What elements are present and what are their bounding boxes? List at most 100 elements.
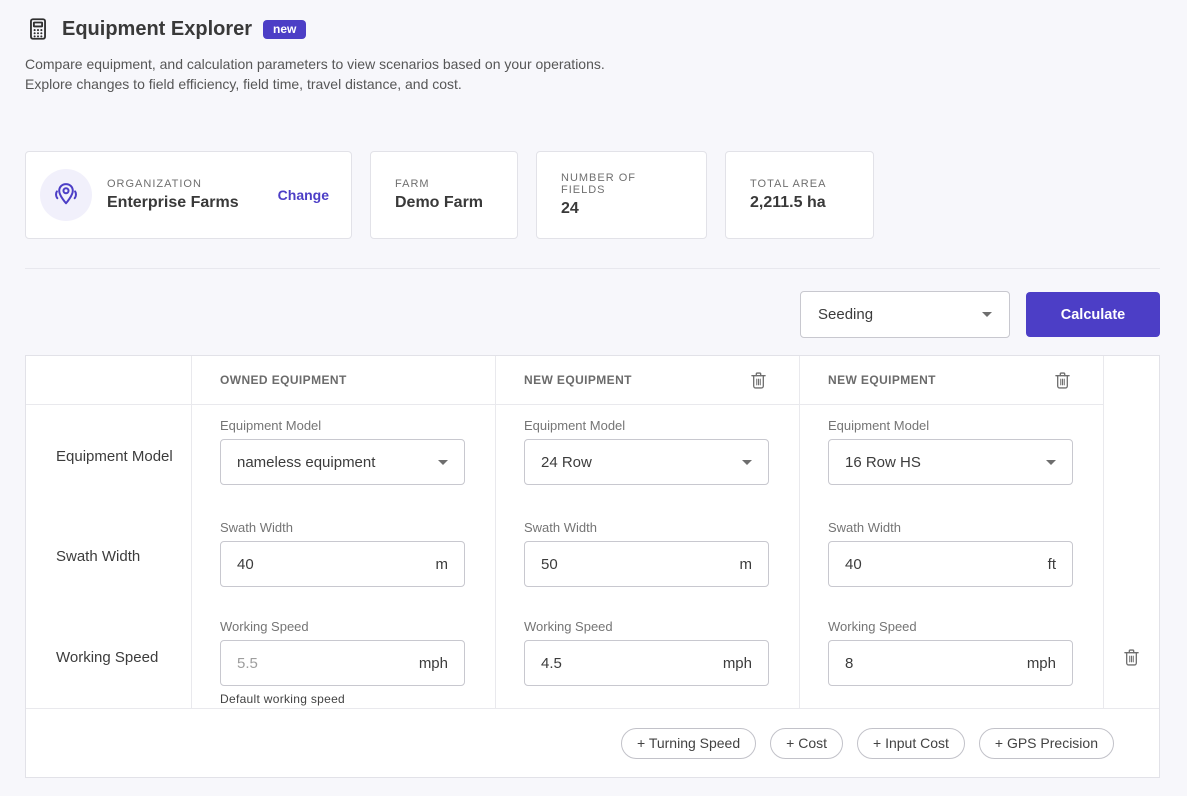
number-of-fields-card: NUMBER OF FIELDS 24 <box>536 151 707 239</box>
swath-width-input-owned[interactable] <box>237 555 428 573</box>
delete-column-button[interactable] <box>746 368 771 393</box>
working-speed-cell-new-1: Working Speed mph <box>496 606 800 708</box>
farm-info: FARM Demo Farm <box>395 178 483 212</box>
organization-label: ORGANIZATION <box>107 178 202 190</box>
fields-value: 24 <box>561 200 579 217</box>
row-label-working-speed: Working Speed <box>26 606 192 708</box>
farm-card: FARM Demo Farm <box>370 151 518 239</box>
organization-avatar <box>40 169 92 221</box>
controls-row: Seeding Calculate <box>25 291 1160 338</box>
unit-label: ft <box>1047 555 1056 573</box>
page-title: Equipment Explorer <box>62 17 253 40</box>
equipment-model-value: 24 Row <box>541 453 592 471</box>
equipment-model-value: nameless equipment <box>237 453 376 471</box>
working-speed-inputbox-new-2: mph <box>828 640 1073 686</box>
column-header-label: NEW EQUIPMENT <box>828 373 936 387</box>
trash-icon <box>1121 647 1142 668</box>
delete-row-button[interactable] <box>1119 645 1144 670</box>
organization-value: Enterprise Farms <box>107 194 239 211</box>
add-gps-precision-button[interactable]: + GPS Precision <box>978 727 1114 759</box>
description-line-2: Explore changes to field efficiency, fie… <box>25 76 462 92</box>
new-badge: new <box>263 19 307 39</box>
field-label: Working Speed <box>524 619 613 634</box>
working-speed-helper-text: Default working speed <box>220 692 346 706</box>
swath-width-inputbox-new-2: ft <box>828 541 1073 587</box>
section-divider <box>25 268 1160 269</box>
chevron-down-icon <box>1046 459 1056 465</box>
area-value: 2,211.5 ha <box>750 194 826 211</box>
unit-label: mph <box>418 654 448 672</box>
column-header-new-equipment-2: NEW EQUIPMENT <box>800 356 1104 405</box>
equipment-explorer-page: Equipment Explorer new Compare equipment… <box>25 0 1160 778</box>
calculator-icon <box>25 16 51 42</box>
equipment-model-value: 16 Row HS <box>845 453 921 471</box>
working-speed-inputbox-owned: mph <box>220 640 465 686</box>
organization-info: ORGANIZATION Enterprise Farms <box>107 178 239 212</box>
area-info: TOTAL AREA 2,211.5 ha <box>750 178 826 212</box>
operation-select-value: Seeding <box>818 306 874 323</box>
equipment-model-cell-new-2: Equipment Model 16 Row HS <box>800 405 1104 507</box>
add-turning-speed-button[interactable]: + Turning Speed <box>621 727 757 759</box>
row-label-swath-width: Swath Width <box>26 507 192 606</box>
column-header-new-equipment-1: NEW EQUIPMENT <box>496 356 800 405</box>
working-speed-input-owned[interactable] <box>237 654 411 672</box>
field-label: Working Speed <box>220 619 309 634</box>
summary-cards: ORGANIZATION Enterprise Farms Change FAR… <box>25 151 1160 239</box>
equipment-table: OWNED EQUIPMENT NEW EQUIPMENT NEW EQUIPM… <box>25 355 1160 778</box>
page-header: Equipment Explorer new <box>25 0 1160 42</box>
equipment-model-select-owned[interactable]: nameless equipment <box>220 439 465 485</box>
table-corner-cell <box>26 356 192 405</box>
field-label: Equipment Model <box>828 418 930 433</box>
fields-info: NUMBER OF FIELDS 24 <box>561 172 682 218</box>
swath-width-cell-new-1: Swath Width m <box>496 507 800 606</box>
fields-label: NUMBER OF FIELDS <box>561 172 636 196</box>
trash-icon <box>748 370 769 391</box>
swath-width-cell-new-2: Swath Width ft <box>800 507 1104 606</box>
field-label: Equipment Model <box>220 418 322 433</box>
add-parameters-footer: + Turning Speed + Cost + Input Cost + GP… <box>26 708 1159 777</box>
actions-cell <box>1104 405 1159 507</box>
add-cost-button[interactable]: + Cost <box>770 727 843 759</box>
page-description: Compare equipment, and calculation param… <box>25 54 1160 94</box>
equipment-model-select-new-1[interactable]: 24 Row <box>524 439 769 485</box>
swath-width-input-new-2[interactable] <box>845 555 1040 573</box>
field-label: Swath Width <box>220 520 293 535</box>
organization-pin-icon <box>50 179 82 211</box>
column-header-label: NEW EQUIPMENT <box>524 373 632 387</box>
field-label: Swath Width <box>524 520 597 535</box>
organization-card: ORGANIZATION Enterprise Farms Change <box>25 151 352 239</box>
field-label: Working Speed <box>828 619 917 634</box>
working-speed-cell-owned: Working Speed mph Default working speed <box>192 606 496 708</box>
delete-column-button[interactable] <box>1050 368 1075 393</box>
working-speed-input-new-1[interactable] <box>541 654 715 672</box>
swath-width-cell-owned: Swath Width m <box>192 507 496 606</box>
working-speed-cell-new-2: Working Speed mph <box>800 606 1104 708</box>
farm-label: FARM <box>395 178 430 190</box>
description-line-1: Compare equipment, and calculation param… <box>25 56 605 72</box>
chevron-down-icon <box>982 312 992 317</box>
delete-working-speed-row-cell <box>1104 606 1159 708</box>
swath-width-inputbox-owned: m <box>220 541 465 587</box>
equipment-model-select-new-2[interactable]: 16 Row HS <box>828 439 1073 485</box>
swath-width-input-new-1[interactable] <box>541 555 732 573</box>
chevron-down-icon <box>438 459 448 465</box>
unit-label: m <box>739 555 753 573</box>
working-speed-input-new-2[interactable] <box>845 654 1019 672</box>
trash-icon <box>1052 370 1073 391</box>
change-organization-link[interactable]: Change <box>277 187 329 203</box>
unit-label: mph <box>1026 654 1056 672</box>
equipment-model-cell-new-1: Equipment Model 24 Row <box>496 405 800 507</box>
unit-label: mph <box>722 654 752 672</box>
actions-header-cell <box>1104 356 1159 405</box>
column-header-owned-equipment: OWNED EQUIPMENT <box>192 356 496 405</box>
operation-select[interactable]: Seeding <box>800 291 1010 338</box>
row-label-equipment-model: Equipment Model <box>26 405 192 507</box>
farm-value: Demo Farm <box>395 194 484 211</box>
column-header-label: OWNED EQUIPMENT <box>220 373 347 387</box>
working-speed-inputbox-new-1: mph <box>524 640 769 686</box>
unit-label: m <box>435 555 449 573</box>
add-input-cost-button[interactable]: + Input Cost <box>857 727 965 759</box>
calculate-button[interactable]: Calculate <box>1026 292 1160 337</box>
chevron-down-icon <box>742 459 752 465</box>
actions-cell <box>1104 507 1159 606</box>
